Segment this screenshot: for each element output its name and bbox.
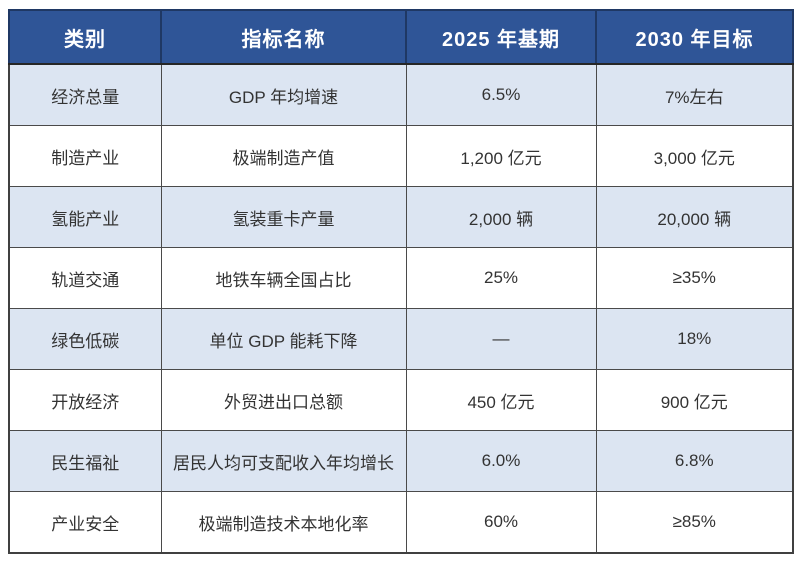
table-row: 制造产业 极端制造产值 1,200 亿元 3,000 亿元 (8, 125, 794, 187)
cell-indicator: 单位 GDP 能耗下降 (160, 308, 407, 370)
cell-2025-base: — (405, 308, 597, 370)
cell-2025-base: 450 亿元 (405, 369, 597, 431)
cell-category: 制造产业 (8, 125, 162, 187)
col-header-2030-target: 2030 年目标 (595, 9, 794, 65)
cell-category: 民生福祉 (8, 430, 162, 492)
cell-2030-target: 6.8% (595, 430, 794, 492)
cell-indicator: 氢装重卡产量 (160, 186, 407, 248)
cell-2030-target: 900 亿元 (595, 369, 794, 431)
cell-indicator: 地铁车辆全国占比 (160, 247, 407, 309)
cell-2030-target: 18% (595, 308, 794, 370)
cell-2030-target: 3,000 亿元 (595, 125, 794, 187)
cell-indicator: 极端制造产值 (160, 125, 407, 187)
cell-2025-base: 1,200 亿元 (405, 125, 597, 187)
cell-2030-target: ≥85% (595, 491, 794, 554)
cell-2025-base: 2,000 辆 (405, 186, 597, 248)
cell-indicator: 外贸进出口总额 (160, 369, 407, 431)
cell-indicator: 极端制造技术本地化率 (160, 491, 407, 554)
cell-2025-base: 6.5% (405, 63, 597, 126)
cell-category: 氢能产业 (8, 186, 162, 248)
cell-2025-base: 60% (405, 491, 597, 554)
cell-category: 经济总量 (8, 63, 162, 126)
cell-indicator: GDP 年均增速 (160, 63, 407, 126)
cell-category: 绿色低碳 (8, 308, 162, 370)
table-row: 产业安全 极端制造技术本地化率 60% ≥85% (8, 491, 794, 554)
cell-2030-target: ≥35% (595, 247, 794, 309)
cell-category: 产业安全 (8, 491, 162, 554)
cell-2025-base: 6.0% (405, 430, 597, 492)
cell-category: 轨道交通 (8, 247, 162, 309)
table-row: 轨道交通 地铁车辆全国占比 25% ≥35% (8, 247, 794, 309)
cell-2030-target: 7%左右 (595, 63, 794, 126)
cell-indicator: 居民人均可支配收入年均增长 (160, 430, 407, 492)
header-row: 类别 指标名称 2025 年基期 2030 年目标 (8, 9, 794, 65)
cell-2025-base: 25% (405, 247, 597, 309)
cell-2030-target: 20,000 辆 (595, 186, 794, 248)
col-header-category: 类别 (8, 9, 162, 65)
table-row: 民生福祉 居民人均可支配收入年均增长 6.0% 6.8% (8, 430, 794, 492)
table-row: 经济总量 GDP 年均增速 6.5% 7%左右 (8, 63, 794, 126)
col-header-indicator: 指标名称 (160, 9, 407, 65)
cell-category: 开放经济 (8, 369, 162, 431)
table-row: 绿色低碳 单位 GDP 能耗下降 — 18% (8, 308, 794, 370)
table-row: 氢能产业 氢装重卡产量 2,000 辆 20,000 辆 (8, 186, 794, 248)
table-row: 开放经济 外贸进出口总额 450 亿元 900 亿元 (8, 369, 794, 431)
targets-table: 类别 指标名称 2025 年基期 2030 年目标 经济总量 GDP 年均增速 … (8, 9, 794, 554)
col-header-2025-base: 2025 年基期 (405, 9, 597, 65)
